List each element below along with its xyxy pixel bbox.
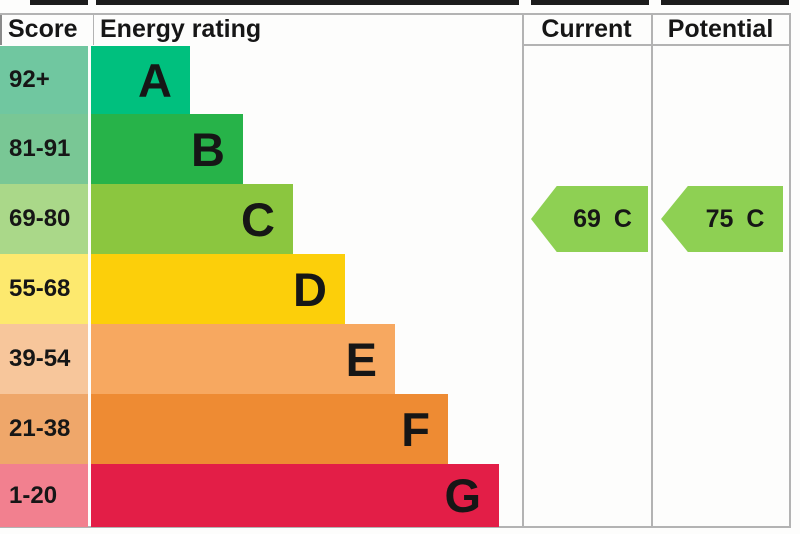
score-cell-b: 81-91 xyxy=(0,114,88,184)
rating-letter: B xyxy=(191,122,225,176)
rating-bar-b: B xyxy=(91,114,243,184)
score-range-label: 55-68 xyxy=(9,275,71,302)
score-cell-e: 39-54 xyxy=(0,324,88,394)
table-bottom-border xyxy=(0,526,791,528)
current-column-left-border xyxy=(522,13,524,528)
rating-letter: G xyxy=(444,469,481,522)
rating-bar-d: D xyxy=(91,254,345,324)
top-border-segment xyxy=(531,0,649,5)
potential-rating-arrow: 75 C xyxy=(661,186,783,252)
potential-column-header: Potential xyxy=(667,15,774,43)
top-border-segment xyxy=(96,0,519,5)
score-cell-a: 92+ xyxy=(0,46,88,114)
score-range-label: 1-20 xyxy=(9,481,58,509)
band-row-e: 39-54 E xyxy=(0,324,519,394)
current-rating-arrow: 69 C xyxy=(531,186,648,252)
header-left-border xyxy=(0,15,2,45)
score-cell-d: 55-68 xyxy=(0,254,88,324)
score-column-header: Score xyxy=(8,15,78,43)
score-header-separator xyxy=(93,15,94,45)
current-column-header: Current xyxy=(541,15,632,43)
rating-bar-a: A xyxy=(91,46,190,114)
current-rating-value: 69 xyxy=(573,204,601,233)
score-range-label: 21-38 xyxy=(9,415,71,442)
score-range-label: 69-80 xyxy=(9,205,71,232)
score-cell-f: 21-38 xyxy=(0,394,88,464)
rating-letter: A xyxy=(138,53,172,107)
rating-letter: C xyxy=(241,192,275,246)
band-row-d: 55-68 D xyxy=(0,254,519,324)
rating-letter: F xyxy=(401,402,430,456)
header-bottom-border xyxy=(522,44,791,46)
band-row-b: 81-91 B xyxy=(0,114,519,184)
energy-rating-column-header: Energy rating xyxy=(100,15,262,43)
rating-bar-g: G xyxy=(91,464,499,527)
top-border-segment xyxy=(30,0,88,5)
band-row-f: 21-38 F xyxy=(0,394,519,464)
current-rating-letter: C xyxy=(613,204,632,233)
band-row-g: 1-20 G xyxy=(0,464,519,527)
score-cell-g: 1-20 xyxy=(0,464,88,527)
band-row-a: 92+ A xyxy=(0,46,519,114)
score-range-label: 39-54 xyxy=(9,345,71,372)
table-top-border xyxy=(0,13,791,15)
score-range-label: 81-91 xyxy=(9,135,71,162)
rating-bands: 92+ A 81-91 B 69-80 C 55-68 xyxy=(0,46,519,527)
score-range-label: 92+ xyxy=(9,66,50,93)
rating-letter: D xyxy=(293,262,327,316)
potential-rating-value: 75 xyxy=(705,204,734,233)
rating-bar-e: E xyxy=(91,324,395,394)
top-border-segment xyxy=(661,0,789,5)
potential-column-left-border xyxy=(651,13,653,528)
potential-rating-letter: C xyxy=(746,204,765,233)
band-row-c: 69-80 C xyxy=(0,184,519,254)
score-cell-c: 69-80 xyxy=(0,184,88,254)
rating-bar-c: C xyxy=(91,184,293,254)
table-right-border xyxy=(789,13,791,528)
rating-bar-f: F xyxy=(91,394,448,464)
rating-letter: E xyxy=(345,332,377,386)
